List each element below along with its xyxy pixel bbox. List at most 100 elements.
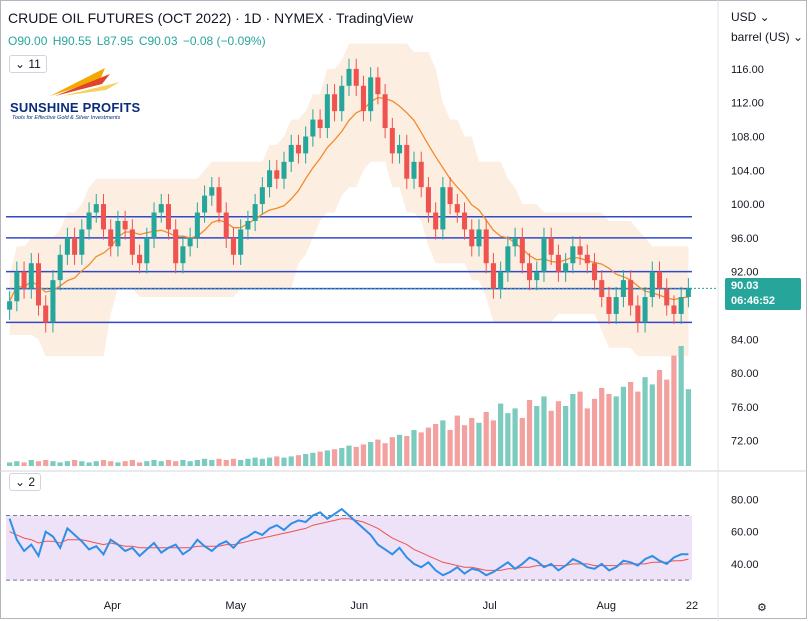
- volume-bar: [563, 406, 569, 466]
- gear-icon[interactable]: ⚙: [757, 602, 767, 614]
- volume-bar: [360, 444, 367, 466]
- candle-body: [274, 170, 280, 179]
- volume-bar: [642, 377, 648, 466]
- volume-bar: [266, 457, 273, 466]
- last-price: 90.03: [731, 280, 759, 292]
- volume-bar: [274, 456, 280, 466]
- volume-bar: [252, 457, 258, 466]
- volume-bar: [295, 455, 302, 466]
- volume-bar: [317, 451, 323, 466]
- candle-body: [382, 94, 388, 129]
- volume-bar: [194, 460, 200, 466]
- volume-bar: [7, 462, 13, 466]
- candle-body: [375, 77, 381, 95]
- logo-name: SUNSHINE PROFITS: [10, 100, 141, 115]
- candle-body: [512, 237, 518, 247]
- volume-bar: [346, 445, 352, 466]
- volume-bar: [505, 413, 511, 466]
- candle-body: [613, 297, 619, 314]
- volume-bar: [339, 448, 345, 466]
- candle-body: [635, 305, 641, 323]
- volume-bar: [548, 410, 554, 466]
- candle-body: [238, 229, 244, 255]
- candle-body: [678, 297, 684, 314]
- candle-body: [671, 305, 677, 314]
- volume-bar: [476, 422, 482, 466]
- candle-body: [483, 229, 489, 264]
- candle-body: [50, 280, 56, 323]
- candle-body: [469, 229, 475, 247]
- volume-bar: [43, 460, 49, 466]
- candle-body: [144, 237, 150, 264]
- candle-body: [64, 237, 70, 255]
- volume-bar: [382, 443, 388, 466]
- candle-body: [346, 68, 352, 86]
- candle-body: [259, 187, 265, 205]
- candle-body: [541, 237, 547, 272]
- volume-bar: [411, 430, 417, 466]
- volume-bar: [259, 458, 265, 466]
- volume-bar: [151, 460, 157, 466]
- candle-body: [440, 187, 446, 230]
- currency-selector[interactable]: USD ⌄: [731, 10, 770, 24]
- volume-bar: [599, 388, 605, 466]
- candle-body: [332, 94, 338, 112]
- rsi-tick-label: 40.00: [731, 559, 759, 571]
- candle-body: [418, 161, 424, 188]
- volume-bar: [389, 437, 395, 466]
- volume-bar: [418, 432, 424, 466]
- volume-bar: [526, 400, 533, 466]
- candle-body: [577, 246, 583, 255]
- price-tick-label: 76.00: [731, 402, 759, 414]
- volume-bar: [555, 401, 562, 466]
- volume-bar: [64, 461, 70, 466]
- volume-bar: [584, 408, 590, 466]
- candle-body: [122, 220, 128, 230]
- volume-bar: [664, 379, 670, 466]
- volume-bar: [331, 449, 338, 466]
- candle-body: [158, 204, 164, 213]
- candle-body: [404, 144, 410, 179]
- candle-body: [433, 212, 439, 230]
- volume-bar: [71, 460, 78, 466]
- volume-bar: [136, 462, 143, 466]
- indicator-count-main: 11: [28, 57, 41, 71]
- volume-bar: [671, 355, 677, 466]
- volume-bar: [165, 460, 172, 466]
- indicators-toggle-main[interactable]: ⌄ 11: [9, 55, 47, 73]
- volume-bar: [14, 461, 20, 466]
- volume-bar: [483, 412, 489, 466]
- candle-body: [57, 254, 63, 281]
- price-tick-label: 116.00: [731, 64, 764, 76]
- volume-bar: [591, 398, 598, 466]
- volume-bar: [433, 424, 439, 466]
- candle-body: [397, 144, 403, 154]
- volume-bar: [122, 461, 128, 466]
- date-tick-label: 22: [686, 600, 698, 612]
- last-price-label: 90.03 06:46:52: [725, 278, 801, 310]
- candle-body: [252, 204, 258, 221]
- volume-bar: [440, 420, 446, 466]
- rsi-tick-label: 60.00: [731, 527, 759, 539]
- price-tick-label: 96.00: [731, 233, 759, 245]
- volume-bar: [158, 461, 164, 466]
- candle-body: [108, 229, 114, 247]
- price-tick-label: 72.00: [731, 436, 759, 448]
- candle-body: [202, 195, 208, 213]
- change-value: −0.08 (−0.09%): [182, 34, 266, 48]
- candle-body: [664, 288, 670, 306]
- candle-body: [72, 237, 78, 255]
- volume-bar: [678, 346, 684, 466]
- volume-bar: [230, 458, 237, 466]
- logo-swoosh-icon: [50, 68, 120, 96]
- unit-selector[interactable]: barrel (US) ⌄: [731, 30, 804, 44]
- volume-bar: [324, 450, 330, 466]
- indicators-toggle-rsi[interactable]: ⌄ 2: [9, 473, 42, 491]
- candle-body: [165, 204, 172, 230]
- volume-bar: [375, 439, 381, 466]
- volume-bar: [425, 427, 432, 466]
- price-tick-label: 112.00: [731, 98, 764, 110]
- ohlc-readout: O90.00 H90.55 L87.95 C90.03 −0.08 (−0.09…: [8, 34, 268, 48]
